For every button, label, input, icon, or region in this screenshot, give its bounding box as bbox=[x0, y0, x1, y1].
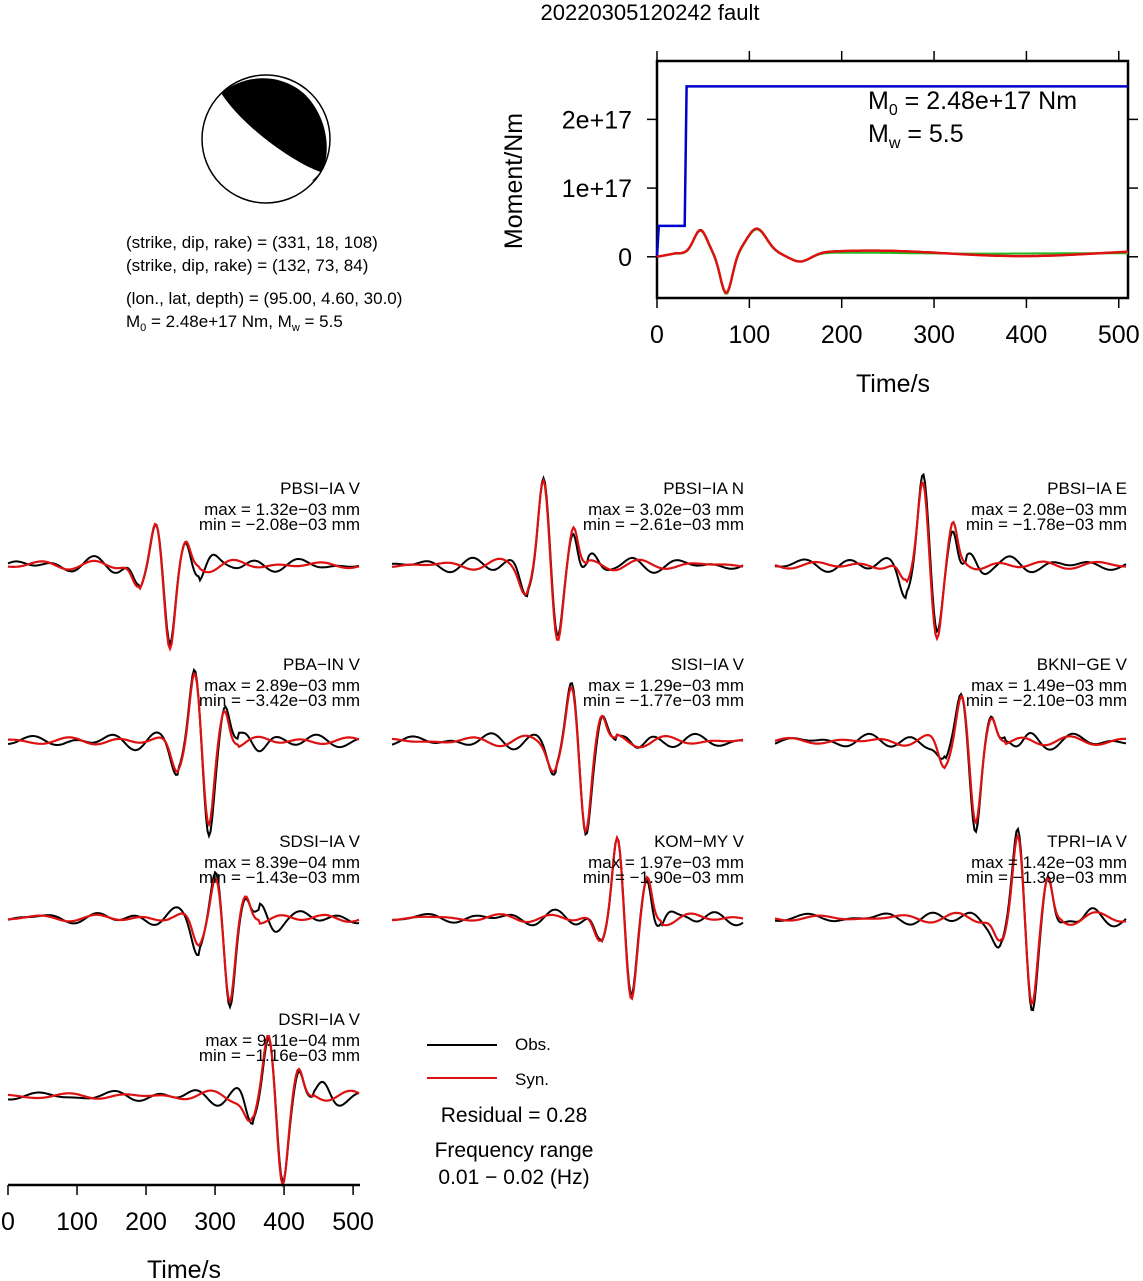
observed-waveform bbox=[7, 871, 360, 1011]
synthetic-waveform bbox=[7, 876, 360, 1005]
moment-x-tick-label: 300 bbox=[913, 321, 955, 349]
residual-text: Residual = 0.28 bbox=[441, 1104, 588, 1127]
waveform-x-tick-label: 200 bbox=[125, 1208, 167, 1236]
waveform-x-tick-label: 0 bbox=[1, 1208, 15, 1236]
moment-x-tick-label: 200 bbox=[821, 321, 863, 349]
moment-x-tick-label: 500 bbox=[1098, 321, 1140, 349]
station-max: max = 1.29e−03 mm bbox=[588, 676, 744, 695]
legend: Obs. Syn. bbox=[427, 1035, 551, 1089]
station-max: max = 1.42e−03 mm bbox=[971, 853, 1127, 872]
synthetic-waveform bbox=[391, 477, 744, 641]
waveform-x-tick-label: 500 bbox=[332, 1208, 374, 1236]
synthetic-moment-rate-line bbox=[656, 227, 1129, 294]
moment-y-axis-label: Moment/Nm bbox=[500, 113, 528, 249]
waveform-x-axis-label: Time/s bbox=[147, 1256, 221, 1281]
frequency-range-value: 0.01 − 0.02 (Hz) bbox=[438, 1166, 589, 1189]
waveform-time-axis: 0 100 200 300 400 500 Time/s bbox=[1, 1183, 374, 1281]
synthetic-waveform bbox=[774, 832, 1127, 1006]
station-title: PBSI−IA N bbox=[663, 479, 744, 498]
station-min: min = −2.61e−03 mm bbox=[583, 515, 744, 534]
station-title: SDSI−IA V bbox=[279, 832, 360, 851]
synthetic-waveform bbox=[774, 694, 1126, 826]
station-min: min = −1.78e−03 mm bbox=[966, 515, 1127, 534]
station-title: PBA−IN V bbox=[283, 655, 361, 674]
station-min: min = −1.43e−03 mm bbox=[199, 868, 360, 887]
moment-annotation-m0: M0 = 2.48e+17 Nm bbox=[868, 87, 1077, 119]
station-title: KOM−MY V bbox=[654, 832, 745, 851]
observed-waveform bbox=[7, 523, 360, 647]
synthetic-waveform bbox=[774, 481, 1126, 642]
moment-annotation-mw: Mw = 5.5 bbox=[868, 120, 964, 152]
station-title: PBSI−IA V bbox=[280, 479, 361, 498]
moment-function-plot: 0 100 200 300 400 500 0 1e+17 2e+17 M0 = 2.48e+1… bbox=[500, 51, 1140, 398]
station-max: max = 2.89e−03 mm bbox=[204, 676, 360, 695]
focal-mechanism-beachball bbox=[201, 74, 331, 204]
synthetic-waveform bbox=[391, 686, 744, 835]
moment-x-tick-label: 0 bbox=[650, 321, 664, 349]
station-max: max = 1.32e−03 mm bbox=[204, 500, 360, 519]
station-max: max = 1.97e−03 mm bbox=[588, 853, 744, 872]
source-location: (lon., lat, depth) = (95.00, 4.60, 30.0) bbox=[126, 289, 402, 308]
cumulative-moment-line bbox=[655, 85, 1128, 257]
station-title: BKNI−GE V bbox=[1037, 655, 1128, 674]
observed-waveform bbox=[774, 826, 1127, 1012]
station-title: DSRI−IA V bbox=[278, 1010, 360, 1029]
station-max: max = 8.39e−04 mm bbox=[204, 853, 360, 872]
legend-obs-label: Obs. bbox=[515, 1035, 551, 1054]
moment-y-tick-label: 0 bbox=[618, 244, 632, 272]
station-title: SISI−IA V bbox=[671, 655, 745, 674]
observed-waveform bbox=[774, 472, 1127, 634]
waveform-x-tick-label: 300 bbox=[194, 1208, 236, 1236]
synthetic-waveform bbox=[7, 1034, 360, 1188]
nodal-plane-1: (strike, dip, rake) = (331, 18, 108) bbox=[126, 233, 378, 252]
waveform-x-tick-label: 100 bbox=[56, 1208, 98, 1236]
waveform-x-tick-label: 400 bbox=[263, 1208, 305, 1236]
frequency-range-label: Frequency range bbox=[435, 1139, 594, 1162]
moment-y-tick-label: 1e+17 bbox=[562, 175, 632, 203]
observed-waveform bbox=[774, 692, 1127, 834]
moment-x-axis-label: Time/s bbox=[856, 370, 930, 398]
legend-syn-label: Syn. bbox=[515, 1070, 549, 1089]
station-max: max = 2.08e−03 mm bbox=[971, 500, 1127, 519]
moment-x-tick-label: 100 bbox=[728, 321, 770, 349]
station-min: min = −1.90e−03 mm bbox=[583, 868, 744, 887]
station-max: max = 1.49e−03 mm bbox=[971, 676, 1127, 695]
station-title: PBSI−IA E bbox=[1047, 479, 1127, 498]
moment-y-tick-label: 2e+17 bbox=[562, 106, 632, 134]
station-min: min = −2.10e−03 mm bbox=[966, 691, 1127, 710]
station-min: min = −3.42e−03 mm bbox=[199, 691, 360, 710]
station-min: min = −1.16e−03 mm bbox=[199, 1046, 360, 1065]
observed-moment-rate-line bbox=[656, 228, 1128, 295]
moment-plot-frame bbox=[655, 59, 1130, 300]
station-min: min = −1.77e−03 mm bbox=[583, 691, 744, 710]
figure-title: 20220305120242 fault bbox=[541, 0, 760, 25]
synthetic-waveform bbox=[7, 522, 360, 652]
moment-magnitude-line: M0 = 2.48e+17 Nm, Mw = 5.5 bbox=[126, 312, 343, 334]
station-min: min = −1.39e−03 mm bbox=[966, 868, 1127, 887]
nodal-plane-2: (strike, dip, rake) = (132, 73, 84) bbox=[126, 256, 368, 275]
station-max: max = 9.11e−04 mm bbox=[205, 1031, 360, 1050]
station-title: TPRI−IA V bbox=[1047, 832, 1127, 851]
station-min: min = −2.08e−03 mm bbox=[199, 515, 360, 534]
station-max: max = 3.02e−03 mm bbox=[588, 500, 744, 519]
synthetic-waveform bbox=[8, 671, 360, 828]
moment-x-tick-label: 400 bbox=[1006, 321, 1048, 349]
synthetic-waveform bbox=[392, 834, 744, 1001]
